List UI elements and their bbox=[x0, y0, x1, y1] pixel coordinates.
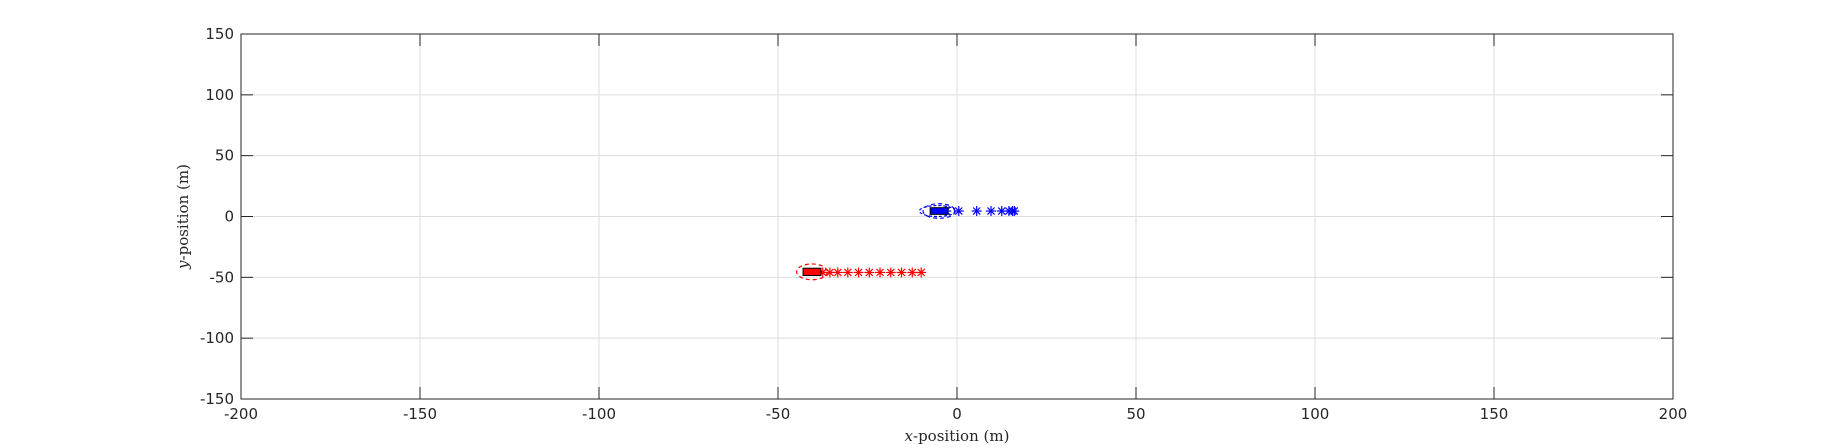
data-point-stroke bbox=[876, 268, 884, 277]
y-tick-label: 50 bbox=[215, 147, 234, 165]
data-point-stroke bbox=[1010, 207, 1019, 215]
y-tick-label: 150 bbox=[205, 25, 234, 43]
data-point bbox=[832, 267, 843, 278]
data-point bbox=[853, 267, 864, 278]
x-axis-label-var: x bbox=[905, 427, 914, 445]
data-point bbox=[916, 267, 927, 278]
x-tick-label: -150 bbox=[403, 405, 437, 423]
y-tick-label: -150 bbox=[200, 390, 234, 408]
x-tick-label: 150 bbox=[1480, 405, 1509, 423]
y-axis-label-rest: -position (m) bbox=[174, 164, 192, 260]
data-point bbox=[885, 267, 896, 278]
y-tick-label: -50 bbox=[210, 268, 235, 286]
x-tick-label: 0 bbox=[952, 405, 962, 423]
x-tick-label: -100 bbox=[582, 405, 616, 423]
x-tick-label: -50 bbox=[766, 405, 791, 423]
data-point-stroke bbox=[917, 268, 926, 277]
x-tick-label: 50 bbox=[1126, 405, 1145, 423]
y-tick-label: 100 bbox=[205, 86, 234, 104]
data-point-stroke bbox=[954, 207, 963, 215]
y-tick-label: 0 bbox=[224, 208, 234, 226]
data-point-stroke bbox=[854, 268, 863, 277]
data-point-stroke bbox=[886, 268, 895, 277]
uncertainty-ellipse bbox=[796, 263, 829, 281]
y-axis-label: y-position (m) bbox=[174, 164, 192, 270]
data-point-stroke bbox=[908, 268, 917, 277]
data-marks bbox=[796, 203, 1020, 281]
x-axis-label-rest: -position (m) bbox=[913, 427, 1009, 445]
x-tick-label: 100 bbox=[1301, 405, 1330, 423]
data-point bbox=[875, 267, 886, 278]
vehicle-marker bbox=[802, 267, 822, 277]
series-2 bbox=[918, 203, 1020, 219]
data-point-stroke bbox=[833, 268, 842, 277]
grid-lines bbox=[241, 34, 1673, 399]
data-point-stroke bbox=[843, 268, 852, 277]
data-point bbox=[1009, 206, 1020, 217]
data-point-stroke bbox=[987, 207, 995, 215]
data-point-stroke bbox=[897, 268, 906, 277]
y-tick-labels: -150 -100 -50 0 50 100 150 bbox=[200, 25, 234, 408]
axes-box bbox=[240, 33, 1674, 400]
x-axis-label: x-position (m) bbox=[905, 427, 1010, 445]
x-tick-label: -200 bbox=[224, 405, 258, 423]
data-point bbox=[907, 267, 918, 278]
data-point bbox=[864, 267, 875, 278]
data-point-stroke bbox=[865, 268, 874, 277]
vehicle-marker bbox=[929, 207, 949, 215]
x-tick-label: 200 bbox=[1659, 405, 1688, 423]
data-point bbox=[896, 267, 907, 278]
data-point bbox=[986, 206, 997, 217]
data-point-stroke bbox=[825, 268, 834, 277]
uncertainty-ellipse bbox=[922, 203, 956, 219]
data-point bbox=[842, 267, 853, 278]
data-point-stroke bbox=[997, 207, 1006, 215]
data-point-stroke bbox=[972, 207, 981, 215]
x-tick-labels: -200 -150 -100 -50 0 50 100 150 200 bbox=[224, 405, 1687, 423]
series-1 bbox=[796, 263, 927, 281]
data-point bbox=[971, 206, 982, 217]
y-tick-label: -100 bbox=[200, 329, 234, 347]
y-axis-label-var: y bbox=[174, 260, 192, 270]
